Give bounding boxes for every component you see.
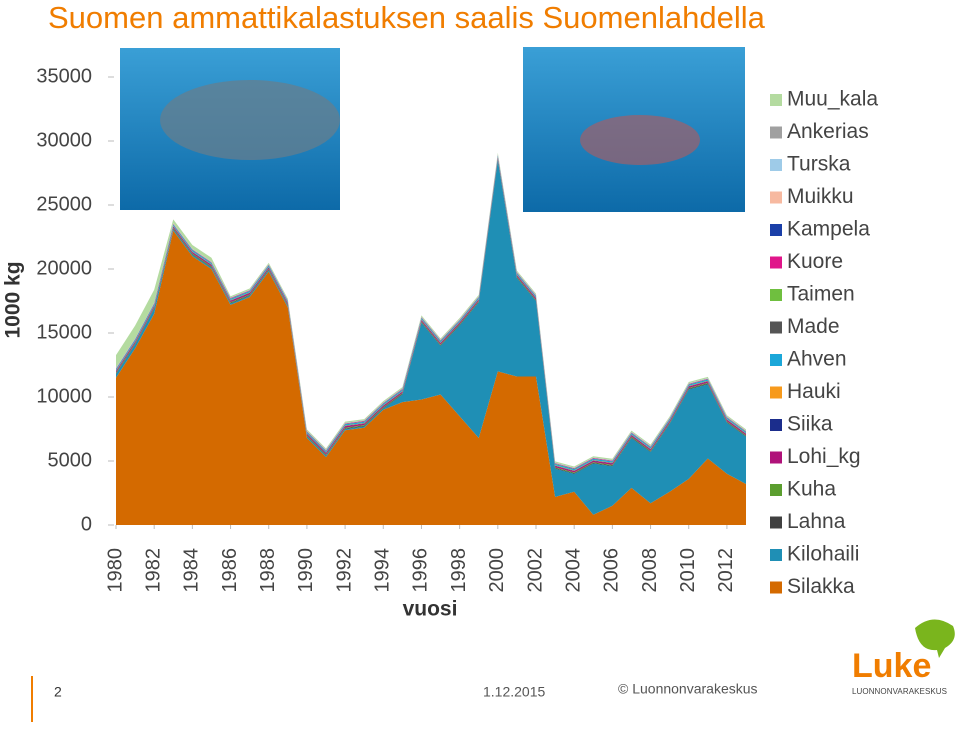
x-tick-label: 2012 <box>715 548 737 593</box>
y-axis-title: 1000 kg <box>2 261 25 338</box>
legend-label: Made <box>787 315 840 338</box>
area <box>116 160 746 515</box>
plot: 0 5000 10000 15000 20000 25000 30000 35000 1980 1… <box>36 65 878 598</box>
legend-swatch <box>770 289 782 301</box>
x-tick-label: 1990 <box>295 548 317 593</box>
copyright: © Luonnonvarakeskus <box>618 681 758 697</box>
x-tick-label: 2006 <box>601 548 623 593</box>
legend-swatch <box>770 354 782 366</box>
legend-label: Kampela <box>787 218 870 241</box>
legend-label: Kuha <box>787 478 836 501</box>
x-tick-label: 1986 <box>219 548 241 593</box>
legend-swatch <box>770 126 782 139</box>
x-tick-label: 2002 <box>524 548 546 593</box>
x-tick-label: 1982 <box>142 548 164 593</box>
legend-swatch <box>770 581 782 594</box>
legend-swatch <box>770 386 782 399</box>
legend-swatch <box>770 419 782 431</box>
y-tick-label: 35000 <box>36 65 92 87</box>
logo-leaf <box>915 619 955 658</box>
legend-label: Ahven <box>787 348 847 371</box>
x-tick-label: 2008 <box>639 548 661 593</box>
legend-swatch <box>770 321 782 334</box>
logo-subtitle: LUONNONVARAKESKUS <box>852 687 947 696</box>
legend-swatch <box>770 256 782 269</box>
legend-label: Ankerias <box>787 120 869 143</box>
legend-label: Kuore <box>787 250 843 273</box>
legend-label: Muikku <box>787 185 854 208</box>
x-axis-title: vuosi <box>403 598 458 621</box>
logo: Luke <box>852 647 931 685</box>
x-tick-label: 1994 <box>372 548 394 593</box>
legend-label: Muu_kala <box>787 88 878 111</box>
y-tick-label: 20000 <box>36 257 92 279</box>
y-tick-label: 30000 <box>36 129 92 151</box>
x-tick-label: 2004 <box>562 548 584 593</box>
legend-label: Lohi_kg <box>787 445 861 468</box>
legend-swatch <box>770 159 782 171</box>
legend-label: Turska <box>787 153 851 176</box>
page-number: 2 <box>54 684 62 700</box>
legend-label: Silakka <box>787 575 855 598</box>
legend-swatch <box>770 484 782 496</box>
x-tick-label: 1992 <box>333 548 355 593</box>
area <box>116 230 746 525</box>
y-tick-label: 5000 <box>48 449 93 471</box>
date: 1.12.2015 <box>483 684 545 700</box>
x-tick-label: 2010 <box>677 548 699 593</box>
fish-shape <box>160 80 340 160</box>
legend-swatch <box>770 224 782 236</box>
y-tick-label: 15000 <box>36 321 92 343</box>
x-tick-label: 1998 <box>448 548 470 593</box>
x-tick-label: 1980 <box>104 548 126 593</box>
slide-title: Suomen ammattikalastuksen saalis Suomenl… <box>48 0 766 35</box>
legend-swatch <box>770 191 782 204</box>
legend-label: Siika <box>787 413 833 436</box>
x-tick-label: 1988 <box>257 548 279 593</box>
y-tick-label: 25000 <box>36 193 92 215</box>
y-tick-label: 10000 <box>36 385 92 407</box>
legend-swatch <box>770 94 782 106</box>
x-tick-label: 2000 <box>486 548 508 593</box>
legend-swatch <box>770 516 782 529</box>
legend-label: Hauki <box>787 380 841 403</box>
y-tick-label: 0 <box>81 513 92 535</box>
legend-label: Kilohaili <box>787 543 859 566</box>
legend-label: Lahna <box>787 510 846 533</box>
x-tick-label: 1984 <box>181 548 203 593</box>
fish-shape <box>580 115 700 165</box>
legend-swatch <box>770 549 782 561</box>
legend-swatch <box>770 451 782 464</box>
legend-label: Taimen <box>787 283 855 306</box>
x-tick-label: 1996 <box>410 548 432 593</box>
